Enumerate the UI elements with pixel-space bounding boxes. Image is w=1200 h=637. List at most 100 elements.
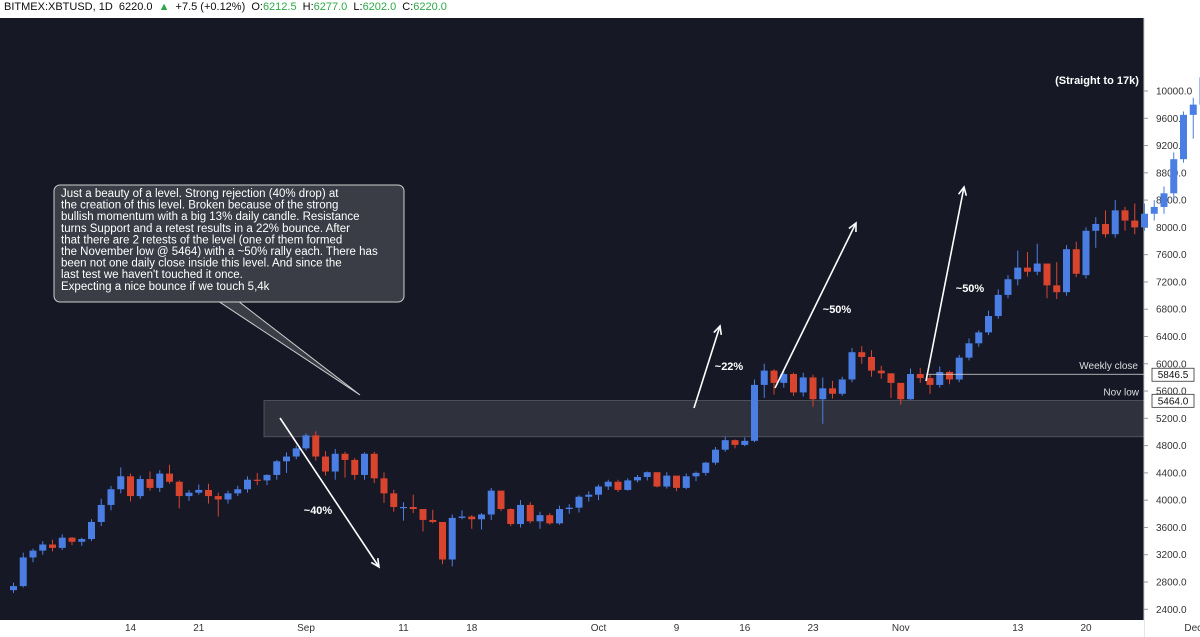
candle [858,346,866,364]
x-tick-label: 11 [398,623,409,634]
nov-low-price: 5464.0 [1158,396,1189,407]
candle-body [741,440,749,445]
candle-body [292,448,300,457]
weekly-close-price: 5846.5 [1158,370,1189,381]
candle-body [136,479,144,497]
candle [546,513,554,525]
candle [780,371,788,388]
candle-body [234,489,242,494]
candle-body [985,316,992,333]
header-bar [0,0,1200,18]
y-tick-label: 3600.0 [1156,523,1187,534]
candle [556,505,563,525]
candle-body [29,550,37,558]
candle [1063,245,1070,296]
candle [634,474,641,483]
candle-body [682,476,690,488]
candle [175,480,183,509]
candle [341,451,349,478]
candle [58,534,66,550]
candle-body [1131,220,1139,228]
candle [751,379,758,443]
candle-body [1141,213,1148,228]
candle [946,370,953,385]
candle [1014,250,1022,286]
y-tick-label: 8000.0 [1156,223,1187,234]
candle-body [97,504,105,522]
candle [253,472,261,486]
candle-body [1102,223,1109,235]
candle-body [351,459,359,475]
candle-body [1180,114,1187,160]
note-line: bullish momentum with a big 13% daily ca… [61,211,360,223]
candle [1170,152,1178,201]
candle-body [809,377,817,400]
x-tick-label: 13 [1012,623,1024,634]
candle [273,459,281,480]
candle [195,484,203,495]
y-tick-label: 2400.0 [1156,605,1187,616]
candle [166,464,173,484]
candle-body [634,476,641,481]
y-tick-label: 9200.0 [1156,141,1187,152]
candle-body [556,509,563,524]
candle-body [205,489,212,497]
candle-body [887,373,895,383]
y-tick-label: 6000.0 [1156,359,1187,370]
candle-body [361,453,368,475]
candle [682,473,690,490]
candle [887,373,895,398]
candle [390,489,398,512]
candle [517,500,524,528]
candle-body [955,357,963,380]
candle [936,366,944,388]
y-tick-label: 10000.0 [1156,87,1193,98]
symbol-header: BITMEX:XBTUSD, 1D 6220.0 ▲ +7.5 (+0.12%)… [4,1,450,13]
candle-body [595,486,602,495]
candle-body [936,371,944,385]
candle-body [907,374,914,400]
candle [107,485,115,511]
arrow-shaft [925,186,965,382]
change-value: +7.5 (+0.12%) [175,1,246,13]
y-tick-label: 5200.0 [1156,414,1187,425]
close-value: 6220.0 [413,1,447,13]
candle [994,289,1002,319]
rally-1-label: ~50% [823,304,852,316]
candle [604,479,612,490]
candle-body [819,388,827,400]
open-value: 6212.5 [262,1,297,13]
candle [712,446,719,465]
arrow-shaft [279,417,380,568]
candle [673,475,680,492]
candle [1150,200,1158,221]
high-value: 6277.0 [313,1,348,13]
candle [156,470,164,492]
candle-body [585,494,593,497]
candle [819,377,827,424]
note-line: last test we haven't touched it once. [61,269,243,281]
candle [1053,262,1061,299]
candle-body [565,507,573,510]
candle-body [117,476,125,490]
note-line: Just a beauty of a level. Strong rejecti… [61,188,339,200]
symbol-label[interactable]: BITMEX:XBTUSD, 1D [4,1,113,13]
arrow-50-rally-2 [925,185,968,382]
candle [458,510,466,520]
candle [692,471,700,482]
y-tick-label: 5600.0 [1156,387,1187,398]
candle [1024,251,1031,277]
candle [926,374,934,394]
candle-body [244,479,251,490]
candle [955,354,963,383]
candle-body [916,374,924,379]
last-price: 6220.0 [118,1,153,13]
x-tick-label: 21 [193,623,205,634]
candle-body [712,449,719,463]
candle-body [1160,193,1168,207]
candle-body [1053,285,1061,293]
candle [643,471,651,481]
candle [848,348,856,383]
x-tick-label: 23 [807,623,819,634]
